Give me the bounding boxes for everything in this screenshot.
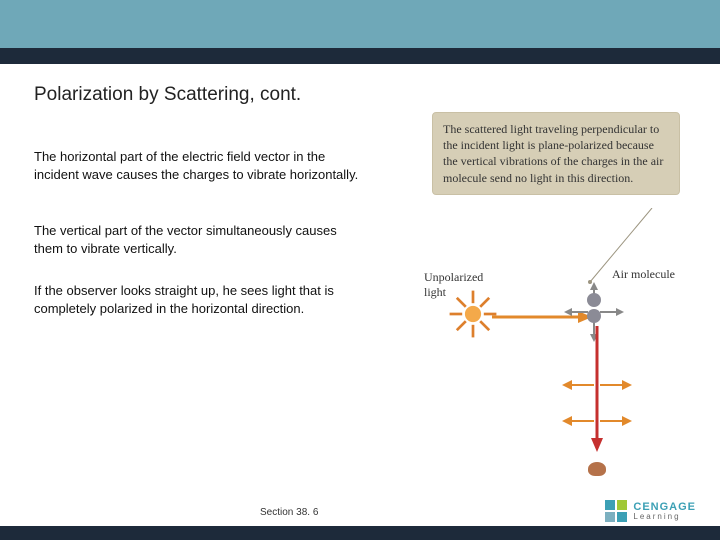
polarization-arrows-mid: [562, 374, 632, 396]
brand-logo: CENGAGE Learning: [605, 500, 696, 522]
figure-polarization-scattering: The scattered light traveling perpendicu…: [412, 112, 692, 482]
figure-note-box: The scattered light traveling perpendicu…: [432, 112, 680, 195]
body-paragraph-3: If the observer looks straight up, he se…: [34, 282, 364, 317]
brand-logo-mark: [605, 500, 627, 522]
brand-sub: Learning: [633, 513, 696, 521]
footer-bar: [0, 526, 720, 540]
observer-head-icon: [588, 462, 606, 476]
body-paragraph-1: The horizontal part of the electric fiel…: [34, 148, 364, 183]
page-title: Polarization by Scattering, cont.: [34, 84, 301, 106]
section-label: Section 38. 6: [260, 507, 318, 518]
brand-name: CENGAGE: [633, 502, 696, 513]
polarization-arrows-low: [562, 410, 632, 432]
air-molecule-icon: [584, 290, 604, 328]
banner-stripe: [0, 48, 720, 64]
body-paragraph-2: The vertical part of the vector simultan…: [34, 222, 364, 257]
banner-top: [0, 0, 720, 48]
